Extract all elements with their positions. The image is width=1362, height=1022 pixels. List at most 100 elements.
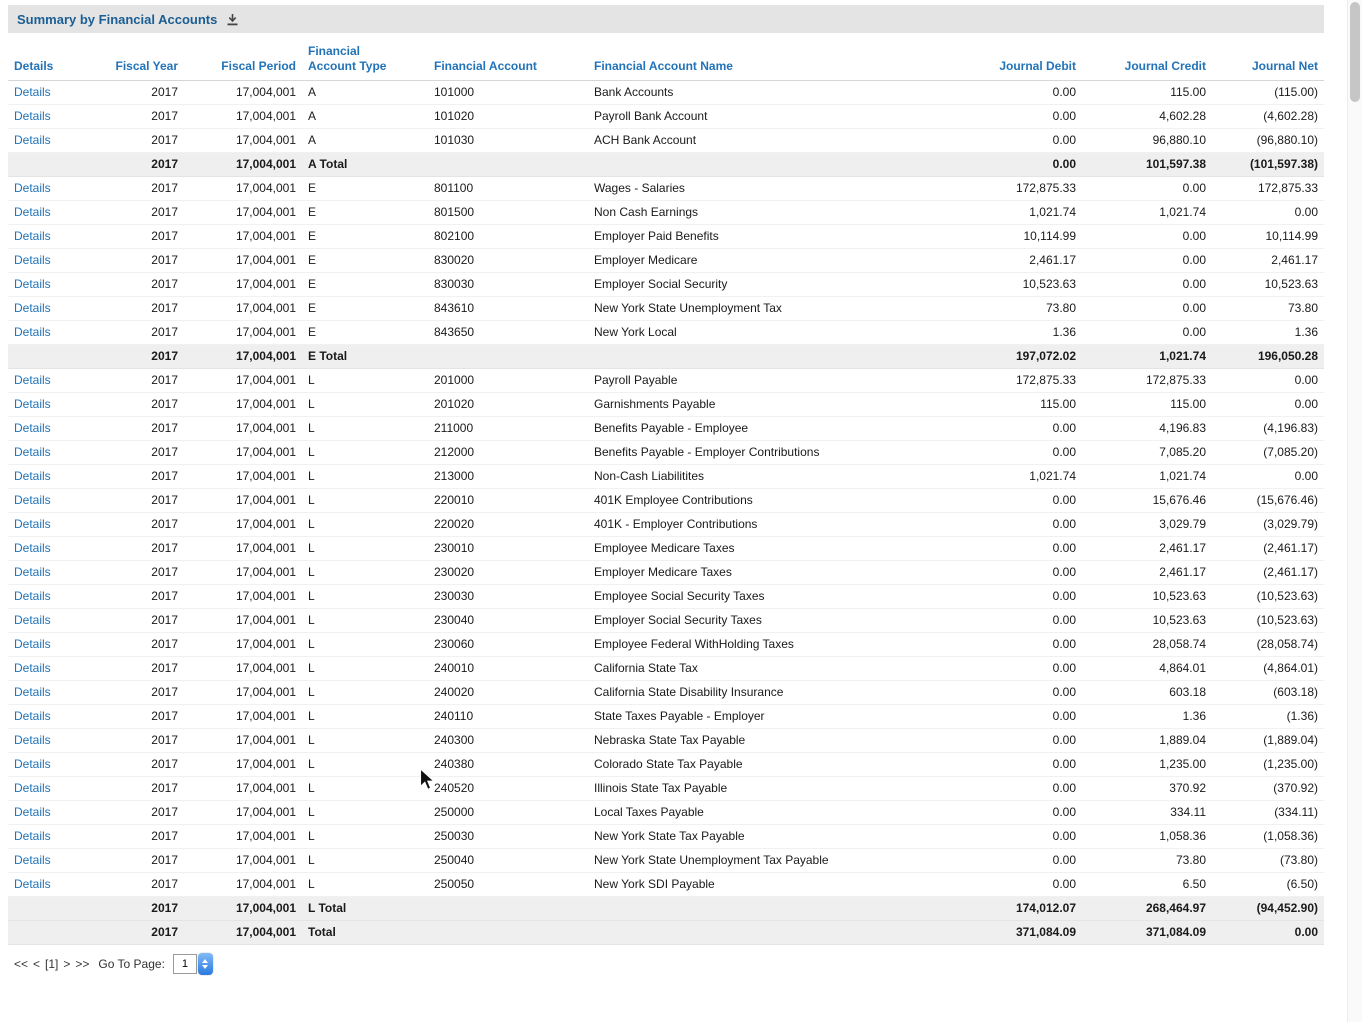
cell-fiscal-year: 2017 <box>86 824 184 849</box>
cell-fiscal-year: 2017 <box>86 512 184 537</box>
cell-net: 0.00 <box>1212 392 1324 417</box>
cell-account-type: L <box>302 368 428 393</box>
stepper-down-icon[interactable] <box>202 965 209 969</box>
cell-debit: 0.00 <box>964 656 1082 681</box>
details-link[interactable]: Details <box>14 733 51 747</box>
page-prev-button[interactable]: < <box>33 957 41 971</box>
details-link[interactable]: Details <box>14 853 51 867</box>
col-header-journal-net: Journal Net <box>1212 40 1324 81</box>
table-row: Details 2017 17,004,001 L 220010 401K Employe… <box>8 488 1324 513</box>
details-link[interactable]: Details <box>14 253 51 267</box>
cell-debit: 0.00 <box>964 728 1082 753</box>
details-link[interactable]: Details <box>14 829 51 843</box>
cell-credit: 371,084.09 <box>1082 920 1212 945</box>
details-link[interactable]: Details <box>14 541 51 555</box>
cell-fiscal-period: 17,004,001 <box>184 200 302 225</box>
cell-account: 201020 <box>428 392 588 417</box>
cell-fiscal-period: 17,004,001 <box>184 872 302 897</box>
cell-account-name: Employee Medicare Taxes <box>588 536 964 561</box>
table-row: Details 2017 17,004,001 E 801100 Wages - Sala… <box>8 176 1324 201</box>
cell-account-type: L <box>302 632 428 657</box>
cell-net: 0.00 <box>1212 200 1324 225</box>
download-icon[interactable] <box>226 13 239 26</box>
details-link[interactable]: Details <box>14 373 51 387</box>
col-header-label: Financial Account Type <box>308 44 387 73</box>
page-first-button[interactable]: << <box>14 957 29 971</box>
cell-account: 250030 <box>428 824 588 849</box>
details-link[interactable]: Details <box>14 517 51 531</box>
page-last-button[interactable]: >> <box>75 957 90 971</box>
cell-fiscal-period: 17,004,001 <box>184 728 302 753</box>
details-link[interactable]: Details <box>14 229 51 243</box>
cell-fiscal-year: 2017 <box>86 488 184 513</box>
details-link[interactable]: Details <box>14 469 51 483</box>
cell-fiscal-year: 2017 <box>86 752 184 777</box>
cell-details: Details <box>8 464 86 489</box>
details-link[interactable]: Details <box>14 757 51 771</box>
details-link[interactable]: Details <box>14 613 51 627</box>
details-link[interactable]: Details <box>14 133 51 147</box>
cell-fiscal-year: 2017 <box>86 704 184 729</box>
details-link[interactable]: Details <box>14 85 51 99</box>
details-link[interactable]: Details <box>14 109 51 123</box>
cell-details <box>8 344 86 369</box>
cell-net: (370.92) <box>1212 776 1324 801</box>
table-row: Details 2017 17,004,001 L 240110 State Taxes … <box>8 704 1324 729</box>
cell-fiscal-period: 17,004,001 <box>184 248 302 273</box>
details-link[interactable]: Details <box>14 685 51 699</box>
details-link[interactable]: Details <box>14 277 51 291</box>
cell-credit: 115.00 <box>1082 80 1212 105</box>
cell-details: Details <box>8 296 86 321</box>
stepper-up-icon[interactable] <box>202 959 209 963</box>
table-row: Details 2017 17,004,001 L 250040 New York Sta… <box>8 848 1324 873</box>
cell-fiscal-period: 17,004,001 <box>184 440 302 465</box>
cell-fiscal-year: 2017 <box>86 656 184 681</box>
details-link[interactable]: Details <box>14 205 51 219</box>
cell-account-name: New York State Tax Payable <box>588 824 964 849</box>
details-link[interactable]: Details <box>14 589 51 603</box>
cell-account-name: Colorado State Tax Payable <box>588 752 964 777</box>
cell-account <box>428 344 588 369</box>
stepper-arrows-icon[interactable] <box>197 953 213 975</box>
cell-fiscal-year: 2017 <box>86 800 184 825</box>
details-link[interactable]: Details <box>14 877 51 891</box>
vertical-scrollbar[interactable] <box>1347 0 1362 1022</box>
cell-fiscal-year: 2017 <box>86 440 184 465</box>
details-link[interactable]: Details <box>14 565 51 579</box>
cell-account-name: State Taxes Payable - Employer <box>588 704 964 729</box>
cell-account-name: Illinois State Tax Payable <box>588 776 964 801</box>
page-number-stepper[interactable]: 1 <box>172 953 213 975</box>
cell-account: 240010 <box>428 656 588 681</box>
details-link[interactable]: Details <box>14 325 51 339</box>
cell-fiscal-year: 2017 <box>86 896 184 921</box>
details-link[interactable]: Details <box>14 445 51 459</box>
details-link[interactable]: Details <box>14 397 51 411</box>
total-row: 2017 17,004,001 Total 371,084.09 371,084.09 0… <box>8 920 1324 945</box>
cell-account <box>428 896 588 921</box>
scrollbar-thumb[interactable] <box>1350 2 1360 102</box>
details-link[interactable]: Details <box>14 301 51 315</box>
page-next-button[interactable]: > <box>63 957 71 971</box>
cell-account-type: L <box>302 488 428 513</box>
details-link[interactable]: Details <box>14 781 51 795</box>
details-link[interactable]: Details <box>14 637 51 651</box>
cell-debit: 0.00 <box>964 104 1082 129</box>
details-link[interactable]: Details <box>14 493 51 507</box>
table-row: Details 2017 17,004,001 L 230010 Employee Med… <box>8 536 1324 561</box>
cell-account-type: L <box>302 680 428 705</box>
cell-account <box>428 152 588 177</box>
cell-fiscal-period: 17,004,001 <box>184 800 302 825</box>
cell-fiscal-year: 2017 <box>86 368 184 393</box>
cell-net: 0.00 <box>1212 920 1324 945</box>
details-link[interactable]: Details <box>14 421 51 435</box>
details-link[interactable]: Details <box>14 661 51 675</box>
details-link[interactable]: Details <box>14 181 51 195</box>
cell-fiscal-year: 2017 <box>86 320 184 345</box>
details-link[interactable]: Details <box>14 805 51 819</box>
cell-debit: 0.00 <box>964 128 1082 153</box>
details-link[interactable]: Details <box>14 709 51 723</box>
cell-details <box>8 920 86 945</box>
cell-fiscal-year: 2017 <box>86 152 184 177</box>
cell-account: 830030 <box>428 272 588 297</box>
page-title: Summary by Financial Accounts <box>17 11 218 27</box>
